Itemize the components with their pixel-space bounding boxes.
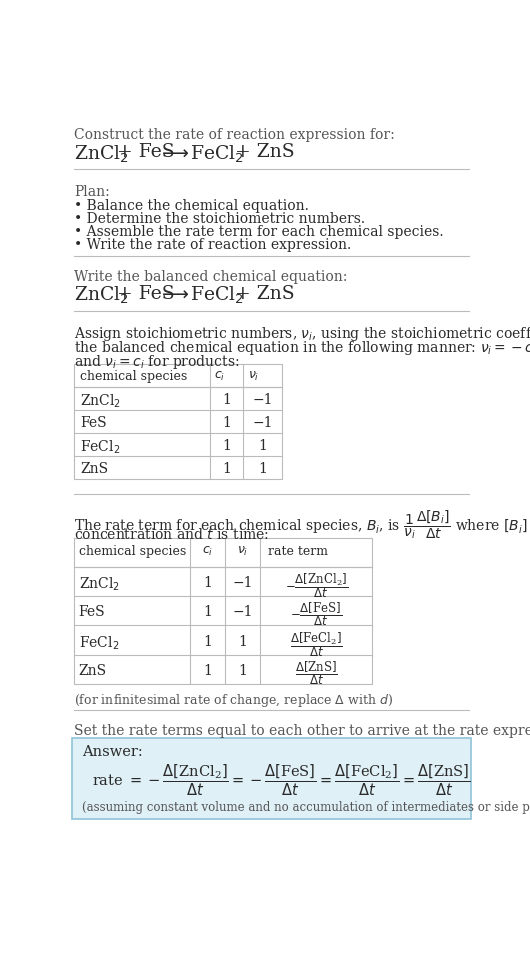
Text: concentration and $t$ is time:: concentration and $t$ is time: bbox=[74, 527, 269, 542]
Text: FeS: FeS bbox=[78, 605, 105, 620]
Text: (for infinitesimal rate of change, replace $\Delta$ with $d$): (for infinitesimal rate of change, repla… bbox=[74, 692, 393, 709]
Text: ZnCl$_2$: ZnCl$_2$ bbox=[78, 576, 120, 593]
Text: 1: 1 bbox=[222, 416, 231, 429]
Text: 1: 1 bbox=[203, 634, 212, 649]
Text: rate term: rate term bbox=[268, 546, 328, 558]
Text: + FeS: + FeS bbox=[118, 143, 175, 161]
Text: $-\dfrac{\Delta[\mathregular{ZnCl_2}]}{\Delta t}$: $-\dfrac{\Delta[\mathregular{ZnCl_2}]}{\… bbox=[285, 571, 348, 600]
Text: 1: 1 bbox=[203, 664, 212, 677]
Text: ZnCl$_2$: ZnCl$_2$ bbox=[80, 392, 121, 410]
Text: the balanced chemical equation in the following manner: $\nu_i = -c_i$ for react: the balanced chemical equation in the fo… bbox=[74, 339, 530, 357]
Text: + FeS: + FeS bbox=[118, 285, 175, 303]
Text: ZnS: ZnS bbox=[80, 462, 108, 476]
Text: $\longrightarrow$: $\longrightarrow$ bbox=[158, 143, 189, 161]
Text: (assuming constant volume and no accumulation of intermediates or side products): (assuming constant volume and no accumul… bbox=[82, 801, 530, 814]
Text: 1: 1 bbox=[238, 664, 247, 677]
Text: chemical species: chemical species bbox=[80, 370, 188, 383]
Bar bbox=[74, 538, 373, 684]
Text: $\dfrac{\Delta[\mathregular{FeCl_2}]}{\Delta t}$: $\dfrac{\Delta[\mathregular{FeCl_2}]}{\D… bbox=[290, 630, 342, 659]
Text: 1: 1 bbox=[258, 439, 267, 453]
Bar bbox=[74, 363, 282, 479]
Text: rate $= -\dfrac{\Delta[\mathregular{ZnCl_2}]}{\Delta t} = -\dfrac{\Delta[\mathre: rate $= -\dfrac{\Delta[\mathregular{ZnCl… bbox=[92, 762, 470, 798]
Text: 1: 1 bbox=[203, 605, 212, 620]
Text: 1: 1 bbox=[222, 439, 231, 453]
Text: FeCl$_2$: FeCl$_2$ bbox=[190, 143, 244, 165]
Text: • Write the rate of reaction expression.: • Write the rate of reaction expression. bbox=[74, 238, 351, 252]
Text: Plan:: Plan: bbox=[74, 184, 110, 199]
Text: $c_i$: $c_i$ bbox=[214, 370, 226, 383]
Text: FeCl$_2$: FeCl$_2$ bbox=[190, 285, 244, 306]
Text: Construct the rate of reaction expression for:: Construct the rate of reaction expressio… bbox=[74, 128, 395, 142]
Text: −1: −1 bbox=[252, 416, 272, 429]
Text: Answer:: Answer: bbox=[82, 746, 143, 759]
Text: • Determine the stoichiometric numbers.: • Determine the stoichiometric numbers. bbox=[74, 212, 365, 225]
Text: Assign stoichiometric numbers, $\nu_i$, using the stoichiometric coefficients, $: Assign stoichiometric numbers, $\nu_i$, … bbox=[74, 325, 530, 343]
Text: 1: 1 bbox=[222, 392, 231, 407]
Text: 1: 1 bbox=[222, 462, 231, 476]
Text: FeS: FeS bbox=[80, 416, 107, 429]
Text: Write the balanced chemical equation:: Write the balanced chemical equation: bbox=[74, 269, 347, 284]
Text: $\longrightarrow$: $\longrightarrow$ bbox=[158, 285, 189, 303]
Text: ZnS: ZnS bbox=[78, 664, 107, 677]
Text: + ZnS: + ZnS bbox=[235, 285, 295, 303]
Text: ZnCl$_2$: ZnCl$_2$ bbox=[74, 143, 129, 165]
Text: 1: 1 bbox=[258, 462, 267, 476]
Text: −1: −1 bbox=[252, 392, 272, 407]
Text: 1: 1 bbox=[238, 634, 247, 649]
Text: • Balance the chemical equation.: • Balance the chemical equation. bbox=[74, 199, 309, 213]
Text: chemical species: chemical species bbox=[78, 546, 186, 558]
Text: • Assemble the rate term for each chemical species.: • Assemble the rate term for each chemic… bbox=[74, 224, 444, 239]
Text: $\nu_i$: $\nu_i$ bbox=[237, 546, 248, 558]
Bar bbox=[73, 738, 471, 819]
Text: The rate term for each chemical species, $B_i$, is $\dfrac{1}{\nu_i}\dfrac{\Delt: The rate term for each chemical species,… bbox=[74, 508, 530, 541]
Text: 1: 1 bbox=[203, 576, 212, 590]
Text: Set the rate terms equal to each other to arrive at the rate expression:: Set the rate terms equal to each other t… bbox=[74, 724, 530, 738]
Text: $c_i$: $c_i$ bbox=[202, 546, 213, 558]
Text: $\nu_i$: $\nu_i$ bbox=[248, 370, 259, 383]
Text: and $\nu_i = c_i$ for products:: and $\nu_i = c_i$ for products: bbox=[74, 352, 240, 371]
Text: −1: −1 bbox=[232, 576, 253, 590]
Text: ZnCl$_2$: ZnCl$_2$ bbox=[74, 285, 129, 306]
Text: $\dfrac{\Delta[\mathregular{ZnS}]}{\Delta t}$: $\dfrac{\Delta[\mathregular{ZnS}]}{\Delt… bbox=[295, 659, 338, 687]
Text: FeCl$_2$: FeCl$_2$ bbox=[80, 439, 120, 457]
Text: $-\dfrac{\Delta[\mathregular{FeS}]}{\Delta t}$: $-\dfrac{\Delta[\mathregular{FeS}]}{\Del… bbox=[290, 600, 342, 629]
Text: −1: −1 bbox=[232, 605, 253, 620]
Text: + ZnS: + ZnS bbox=[235, 143, 295, 161]
Text: FeCl$_2$: FeCl$_2$ bbox=[78, 634, 119, 652]
